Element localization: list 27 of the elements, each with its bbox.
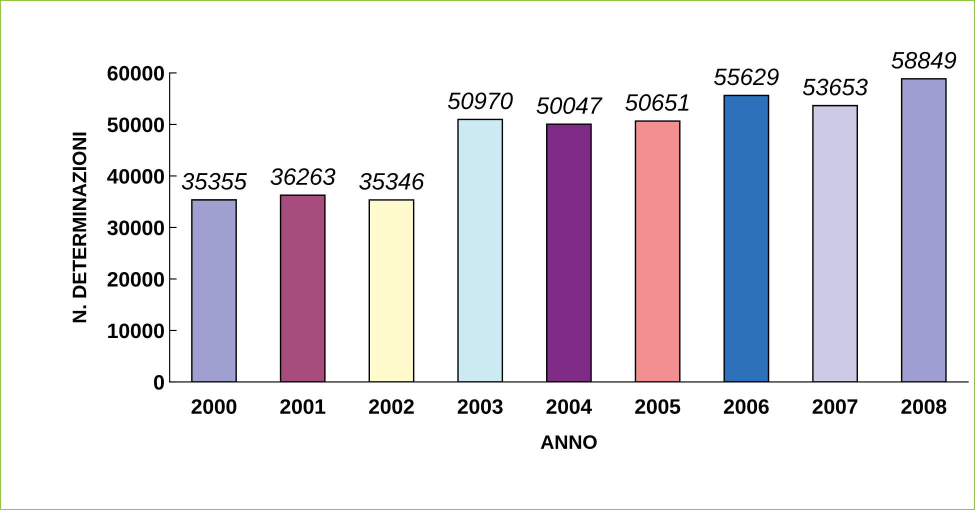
x-tick-label: 2006 xyxy=(724,399,769,414)
x-axis-title: ANNO xyxy=(540,435,597,450)
data-label: 50651 xyxy=(625,94,688,111)
y-tick-label: 40000 xyxy=(107,168,164,184)
x-tick-label: 2002 xyxy=(369,399,414,414)
data-label: 53653 xyxy=(802,78,868,96)
y-axis-title: N. DETERMINAZIONI xyxy=(72,132,86,322)
data-label: 35346 xyxy=(359,172,424,190)
x-tick-label: 2004 xyxy=(546,399,592,414)
y-tick-label: 30000 xyxy=(107,220,164,236)
x-tick-label: 2000 xyxy=(192,399,236,414)
x-tick-label: 2003 xyxy=(458,399,503,414)
y-tick-label: 10000 xyxy=(108,323,164,338)
y-tick-label: 50000 xyxy=(108,117,164,132)
x-tick-label: 2005 xyxy=(635,399,680,414)
x-tick-label: 2008 xyxy=(901,399,946,414)
data-label: 58849 xyxy=(892,52,956,69)
data-label: 55629 xyxy=(714,68,779,86)
x-tick-label: 2001 xyxy=(280,399,326,414)
data-label: 50047 xyxy=(536,97,602,114)
data-label: 36263 xyxy=(270,168,336,185)
data-label: 35355 xyxy=(182,172,247,190)
x-tick-label: 2007 xyxy=(812,399,858,414)
data-label: 50970 xyxy=(448,92,513,110)
y-tick-label: 60000 xyxy=(108,66,164,81)
y-tick-label: 0 xyxy=(154,374,164,390)
y-tick-label: 20000 xyxy=(108,272,164,287)
